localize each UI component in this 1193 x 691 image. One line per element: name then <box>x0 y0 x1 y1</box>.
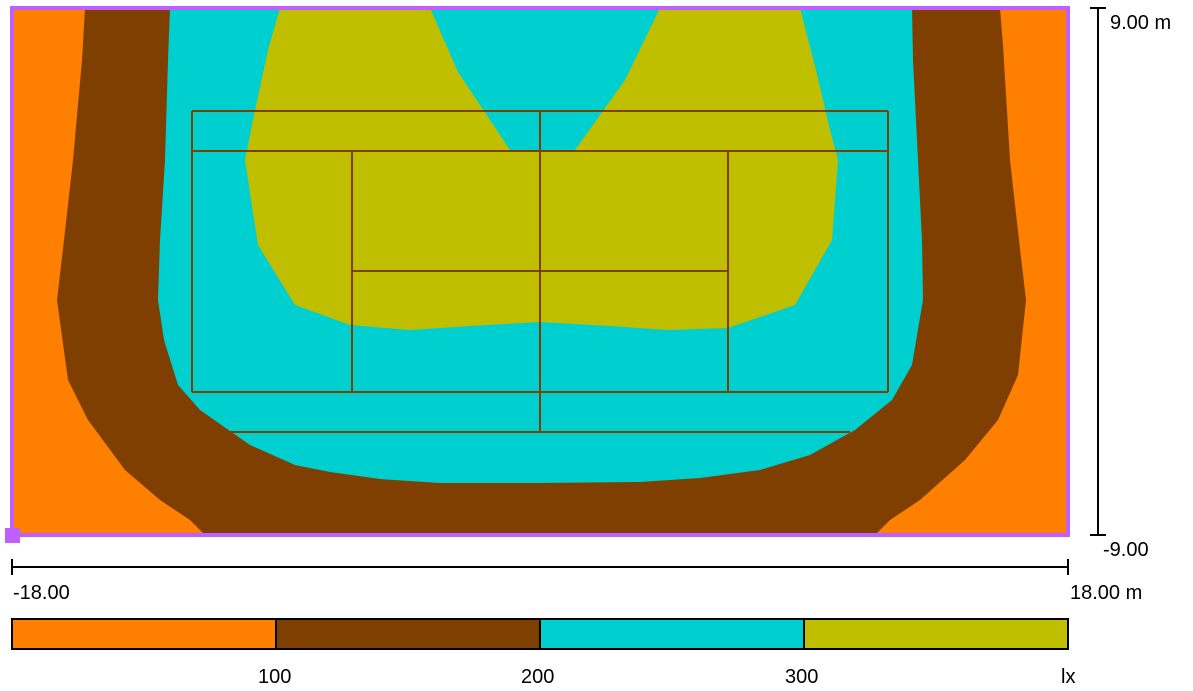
y-axis-top-label: 9.00 m <box>1110 12 1172 34</box>
plan-border <box>10 6 1070 537</box>
legend-band <box>275 618 541 650</box>
legend-band <box>11 618 277 650</box>
x-axis-right-label: 18.00 m <box>1070 582 1143 604</box>
x-axis-left-label: -18.00 <box>13 582 70 604</box>
legend-tick-label: 300 <box>785 666 819 688</box>
y-dimension-line <box>1090 7 1106 536</box>
legend-tick-label: 200 <box>521 666 555 688</box>
legend-scale <box>11 618 1069 650</box>
isolux-band-above-300 <box>245 8 838 330</box>
legend-tick-label: 100 <box>258 666 292 688</box>
x-dimension-line <box>11 559 1069 575</box>
legend-band <box>803 618 1069 650</box>
legend-unit-label: lx <box>1061 666 1076 688</box>
origin-marker <box>5 528 20 543</box>
legend-band <box>539 618 805 650</box>
court-lines <box>191 110 889 433</box>
y-axis-bottom-label: -9.00 <box>1103 539 1149 561</box>
